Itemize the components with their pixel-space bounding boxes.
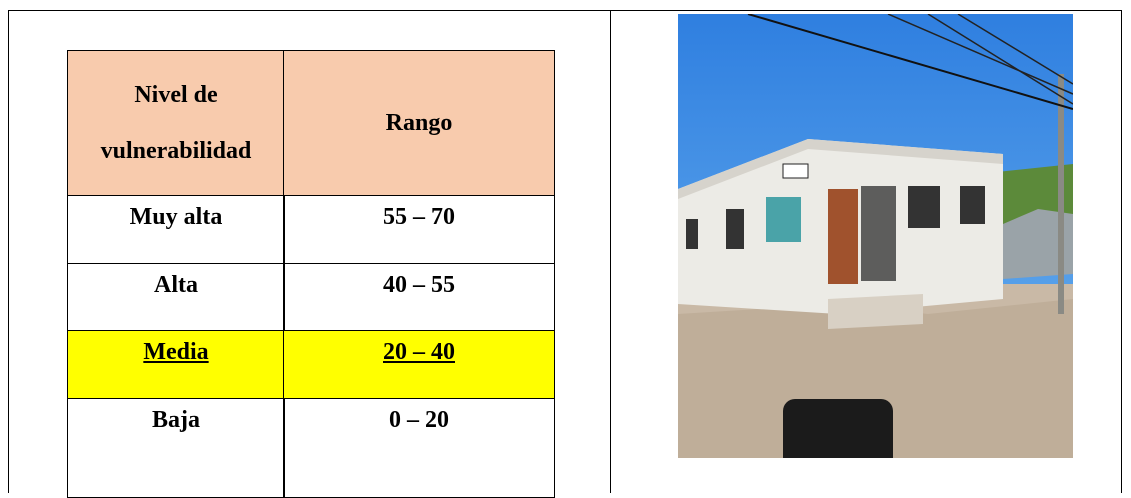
header-cell: Rango — [283, 50, 555, 196]
outer-top-border — [8, 10, 1122, 11]
header-cell: Nivel de vulnerabilidad — [67, 50, 285, 196]
table-cell: 20 – 40 — [283, 330, 555, 399]
table-cell: Media — [67, 330, 285, 399]
table-cell: 40 – 55 — [283, 263, 555, 331]
table-cell: Baja — [67, 398, 285, 498]
outer-left-border — [8, 10, 9, 493]
table-cell: Muy alta — [67, 195, 285, 264]
photo — [678, 14, 1073, 458]
table-cell: Alta — [67, 263, 285, 331]
outer-right-border — [1121, 10, 1122, 493]
table-cell: 55 – 70 — [283, 195, 555, 264]
table-cell: 0 – 20 — [283, 398, 555, 498]
outer-divider — [610, 10, 611, 493]
